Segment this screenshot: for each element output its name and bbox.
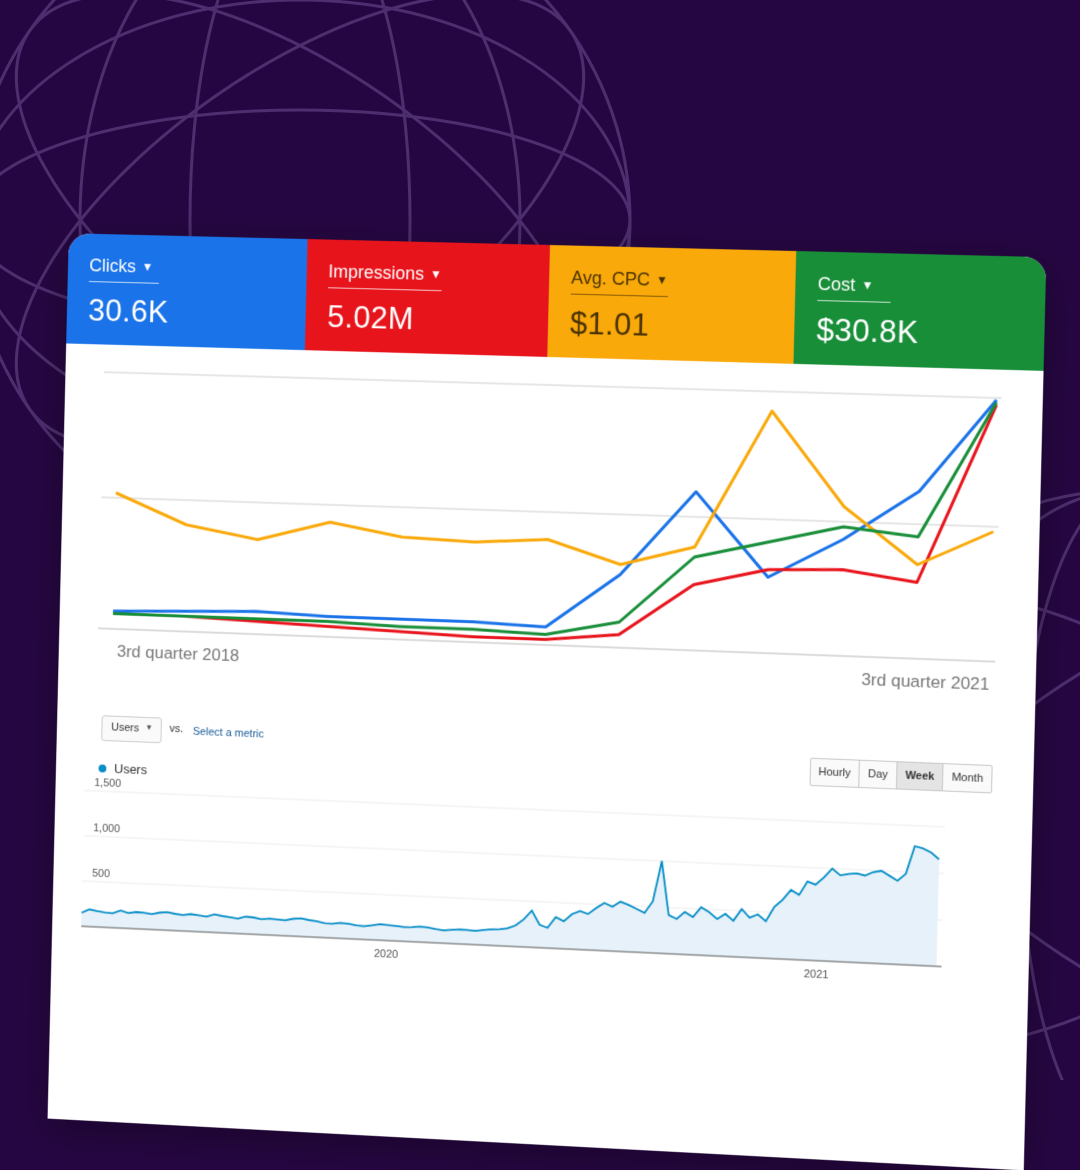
- metric-dropdown-clicks[interactable]: Clicks ▼: [89, 255, 160, 283]
- x-tick-2021: 2021: [804, 968, 829, 981]
- dropdown-arrow-icon: ▼: [861, 278, 873, 292]
- granularity-month-button[interactable]: Month: [943, 764, 991, 792]
- users-metric-select[interactable]: Users ▼: [101, 715, 162, 743]
- metric-value-cost: $30.8K: [816, 312, 1045, 355]
- legend-dot-icon: [98, 764, 106, 772]
- series-line-cost: [113, 377, 997, 651]
- performance-line-chart: 3rd quarter 2018 3rd quarter 2021: [58, 343, 1043, 716]
- x-tick-label-start: 3rd quarter 2018: [117, 642, 240, 666]
- x-tick-label-end: 3rd quarter 2021: [861, 670, 990, 694]
- y-tick-1000: 1,000: [93, 822, 120, 835]
- metric-tile-clicks[interactable]: Clicks ▼ 30.6K: [66, 233, 307, 350]
- x-tick-2020: 2020: [374, 948, 398, 961]
- y-tick-500: 500: [92, 868, 110, 881]
- y-tick-1500: 1,500: [94, 777, 121, 790]
- metric-dropdown-avg-cpc[interactable]: Avg. CPC ▼: [571, 268, 668, 298]
- dropdown-arrow-icon: ▼: [142, 260, 154, 274]
- metric-tile-cost[interactable]: Cost ▼ $30.8K: [793, 251, 1046, 371]
- metric-tile-avg-cpc[interactable]: Avg. CPC ▼ $1.01: [547, 245, 796, 364]
- dashboard-card-wrapper: Clicks ▼ 30.6K Impressions ▼ 5.02M Avg. CP…: [48, 233, 1047, 1170]
- dropdown-arrow-icon: ▼: [656, 273, 668, 287]
- users-panel: Users ▼ vs. Select a metric Hourly Day We…: [51, 704, 1034, 1007]
- metric-value-impressions: 5.02M: [327, 299, 549, 341]
- series-line-avg-cpc: [115, 392, 997, 578]
- metric-dropdown-cost[interactable]: Cost ▼: [817, 274, 891, 303]
- metric-value-avg-cpc: $1.01: [570, 306, 795, 348]
- users-area-fill: [81, 810, 939, 966]
- metric-dropdown-impressions[interactable]: Impressions ▼: [328, 261, 442, 291]
- metric-tile-impressions[interactable]: Impressions ▼ 5.02M: [305, 239, 550, 357]
- series-group: [113, 375, 997, 656]
- granularity-day-button[interactable]: Day: [860, 761, 898, 789]
- users-legend: Users: [98, 760, 147, 777]
- vs-label: vs.: [169, 723, 183, 735]
- granularity-toggle: Hourly Day Week Month: [809, 758, 993, 794]
- select-metric-link[interactable]: Select a metric: [193, 726, 264, 741]
- analytics-card: Clicks ▼ 30.6K Impressions ▼ 5.02M Avg. CP…: [48, 233, 1047, 1170]
- gridline-1500: [84, 790, 945, 827]
- legend-label: Users: [114, 761, 147, 777]
- granularity-hourly-button[interactable]: Hourly: [810, 759, 860, 787]
- users-area-chart: 1,500 1,000 500 2020 2021: [52, 774, 1033, 998]
- chevron-down-icon: ▼: [145, 723, 153, 732]
- users-series-group: [81, 810, 939, 966]
- series-line-clicks: [113, 375, 997, 644]
- gridline-top: [104, 372, 1002, 398]
- metric-value-clicks: 30.6K: [88, 293, 306, 334]
- gridline-1000: [83, 836, 943, 874]
- granularity-week-button[interactable]: Week: [897, 762, 944, 790]
- dropdown-arrow-icon: ▼: [430, 267, 442, 281]
- series-line-impressions: [113, 379, 997, 655]
